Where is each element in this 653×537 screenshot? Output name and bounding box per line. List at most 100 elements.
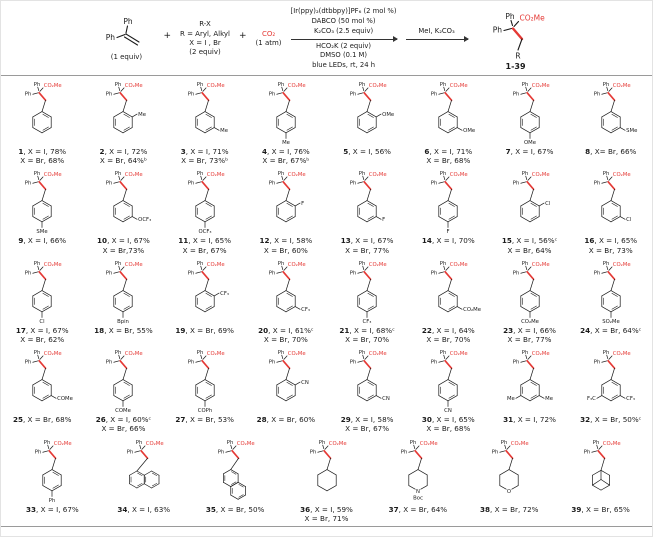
svg-text:Ph: Ph xyxy=(115,82,122,88)
compound-yield-line1: , X = I, 72% xyxy=(104,146,148,156)
compound-yield-line2: X = Br, 60% xyxy=(263,245,308,255)
svg-text:Ph: Ph xyxy=(49,497,56,503)
svg-text:Ph: Ph xyxy=(187,270,194,276)
svg-text:OMe: OMe xyxy=(463,128,475,134)
svg-text:Ph: Ph xyxy=(521,171,528,177)
compound-cell: Ph CO₂Me Ph CF₃ 19, X = Br, 69% xyxy=(165,258,245,345)
compound-row: Ph CO₂Me Ph SMe 9, X = I, 66% Ph CO₂Me Ph OCF₃… xyxy=(1,168,652,255)
compound-yield-line2 xyxy=(41,246,43,255)
svg-text:OCF₃: OCF₃ xyxy=(139,217,152,223)
compound-range: 1-39 xyxy=(505,62,526,71)
svg-text:F₃C: F₃C xyxy=(587,396,596,402)
compound-label: 21, X = I, 68%ᶜ xyxy=(339,326,394,335)
svg-text:O: O xyxy=(507,489,511,495)
svg-text:CO₂Me: CO₂Me xyxy=(531,262,549,268)
compound-cell: Ph CO₂Me Ph SMe 9, X = I, 66% xyxy=(2,168,82,255)
compound-number: 13 xyxy=(340,236,351,246)
compound-yield-line2 xyxy=(285,424,287,433)
compound-yield-line2: X = Br, 67% xyxy=(182,245,227,255)
svg-text:Ph: Ph xyxy=(594,181,601,187)
svg-text:CO₂Me: CO₂Me xyxy=(125,351,143,357)
svg-text:Ph: Ph xyxy=(440,350,447,356)
compound-yield-line1: , X = Br, 64% xyxy=(398,504,448,514)
compound-cell: Ph CO₂Me Ph 35, X = Br, 50% xyxy=(195,437,275,524)
compound-number: 11 xyxy=(178,236,189,246)
compound-cell: Ph CO₂Me Ph CO₂Me 23, X = I, 66% X = Br, 77… xyxy=(490,258,570,345)
compound-yield-line1: , X = I, 60%ᶜ xyxy=(105,415,152,425)
svg-text:Ph: Ph xyxy=(592,440,599,446)
compound-yield-line1: , X = I, 76% xyxy=(267,146,310,156)
rx-x-definition: X = I , Br xyxy=(189,39,221,47)
compound-label: 12, X = I, 58% xyxy=(259,236,312,245)
compound-label: 8, X= Br, 66% xyxy=(585,147,636,156)
svg-text:Ph: Ph xyxy=(34,171,41,177)
compound-label: 26, X = I, 60%ᶜ xyxy=(96,415,151,424)
plus-sign: + xyxy=(239,31,247,41)
svg-text:Ph: Ph xyxy=(136,440,143,446)
svg-text:Me: Me xyxy=(545,396,553,402)
compound-yield-line2 xyxy=(204,424,206,433)
svg-text:Ph: Ph xyxy=(309,449,316,455)
compound-yield-line2 xyxy=(528,424,530,433)
compound-label: 39, X = Br, 65% xyxy=(571,505,630,514)
compound-yield-line2 xyxy=(447,246,449,255)
svg-text:Bpin: Bpin xyxy=(118,318,130,324)
compound-yield-line2: X = Br, 77% xyxy=(507,335,552,344)
compound-yield-line1: , X = I, 67% xyxy=(36,504,79,514)
svg-text:Cl: Cl xyxy=(40,318,45,324)
compound-yield-line2 xyxy=(417,514,419,523)
rx-block: R-X R = Aryl, Alkyl X = I , Br (2 equiv) xyxy=(180,20,230,58)
svg-text:Ph: Ph xyxy=(359,350,366,356)
methylation-arrow xyxy=(405,36,469,42)
compound-label: 31, X = I, 72% xyxy=(503,415,556,424)
rx-r-definition: R = Aryl, Alkyl xyxy=(179,29,230,38)
diphenylethylene-structure: Ph Ph xyxy=(106,17,140,46)
svg-text:Ph: Ph xyxy=(350,270,357,276)
svg-text:Ph: Ph xyxy=(350,360,357,366)
compound-cell: Ph CO₂Me Ph OCF₃ 11, X = I, 65% X = Br, 67% xyxy=(165,168,245,255)
compound-yield-line2 xyxy=(599,514,601,523)
compound-row: Ph CO₂Me Ph 1, X = I, 78% X = Br, 68% Ph CO… xyxy=(1,79,652,166)
svg-text:CO₂Me: CO₂Me xyxy=(54,441,72,447)
svg-text:SMe: SMe xyxy=(37,229,48,235)
svg-text:COPh: COPh xyxy=(197,408,211,414)
compound-label: 14, X = I, 70% xyxy=(422,236,475,245)
compound-yield-line1: , X = Br, 64%ᶜ xyxy=(590,325,642,335)
compound-yield-line2: X = Br, 70% xyxy=(345,335,390,344)
svg-text:Ph: Ph xyxy=(278,350,285,356)
svg-text:Ph: Ph xyxy=(521,350,528,356)
svg-text:Ph: Ph xyxy=(196,171,203,177)
compound-cell: Ph CO₂Me Ph OMe 7, X = I, 67% xyxy=(490,79,570,166)
compound-label: 22, X = I, 64% xyxy=(422,326,475,335)
compound-yield-line1: , X = I, 71% xyxy=(429,146,473,156)
compound-label: 32, X = Br, 50%ᶜ xyxy=(580,415,641,424)
svg-text:SO₂Me: SO₂Me xyxy=(602,318,619,324)
compound-cell: Ph CO₂Me Ph N Boc 37, X = Br, 64% xyxy=(378,437,458,524)
compound-cell: Ph CO₂Me Ph Me 2, X = I, 72% X = Br, 64%ᵇ xyxy=(83,79,163,166)
compound-label: 28, X = Br, 60% xyxy=(257,415,316,424)
compound-number: 29 xyxy=(340,415,351,425)
compound-cell: Ph CO₂Me Ph Me 3, X = I, 71% X = Br, 73%ᵇ xyxy=(165,79,245,166)
svg-text:CO₂Me: CO₂Me xyxy=(450,262,468,268)
compound-cell: Ph CO₂Me Ph Ph 33, X = I, 67% xyxy=(12,437,92,524)
condition-line: [Ir(ppy)₂(dtbbpy)]PF₆ (2 mol %) xyxy=(290,6,397,15)
svg-text:CO₂Me: CO₂Me xyxy=(613,262,631,268)
compound-cell: Ph CO₂Me Ph OMe 5, X = I, 56% xyxy=(327,79,407,166)
svg-text:Ph: Ph xyxy=(106,270,113,276)
compound-yield-line1: , X = Br, 65% xyxy=(581,504,630,514)
co2-block: CO₂ (1 atm) xyxy=(256,30,282,49)
compound-yield-line2 xyxy=(366,156,368,165)
compound-number: 34 xyxy=(117,504,128,514)
svg-text:Ph: Ph xyxy=(512,91,519,97)
compound-yield-line2: X = Br, 70% xyxy=(426,335,471,344)
